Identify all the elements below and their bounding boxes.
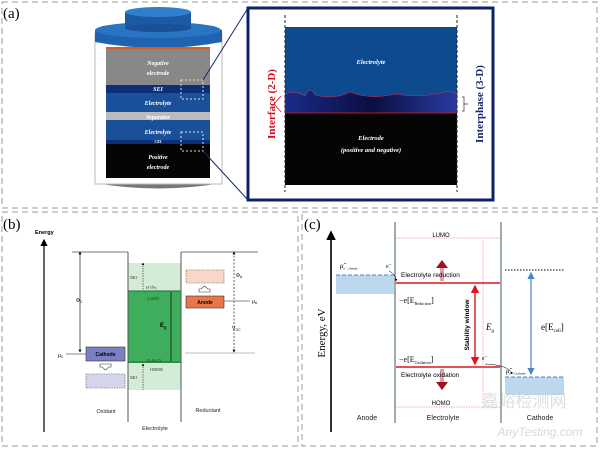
interface-arrows bbox=[273, 95, 282, 113]
zoom-label-electrode-note: (positive and negative) bbox=[341, 147, 401, 154]
phi-c-label: ΦC bbox=[76, 298, 83, 304]
anode-label: Anode bbox=[357, 415, 377, 422]
layer-negative-electrode bbox=[106, 49, 210, 85]
electrolyte-oxidation-label: Electrolyte oxidation bbox=[401, 372, 460, 379]
zoom-electrolyte bbox=[285, 27, 457, 97]
zoom-line bbox=[202, 7, 249, 81]
layer-cei bbox=[106, 140, 210, 144]
panel-b-border bbox=[1, 211, 299, 447]
voc-label: VOC bbox=[232, 326, 241, 332]
label-positive-electrode: electrode bbox=[147, 165, 170, 171]
label-cei: CEI bbox=[155, 139, 162, 144]
mu-c-label: μC bbox=[58, 353, 64, 359]
electron-label-cathode: e⁻ bbox=[482, 356, 488, 362]
watermark-cn: 嘉峪检测网 bbox=[482, 392, 567, 411]
panel-b-label: (b) bbox=[3, 217, 21, 233]
h-couple-label: H⁺/H₂ bbox=[146, 285, 157, 290]
zoom-label-electrolyte: Electrolyte bbox=[356, 59, 386, 66]
panel-a: (a) Negative electrode SEI Electrolyte bbox=[3, 6, 495, 202]
panel-a-label: (a) bbox=[3, 6, 20, 22]
layer-electrolyte-bottom bbox=[106, 120, 210, 140]
homo-label: HOMO bbox=[150, 367, 164, 372]
arrow-up-icon bbox=[198, 285, 211, 293]
e-oxidation-label: −e[EOxidation] bbox=[399, 355, 434, 365]
cathode-box bbox=[85, 346, 126, 362]
cathode-label: Cathode bbox=[527, 415, 554, 422]
layer-electrolyte-top bbox=[106, 93, 210, 112]
label-electrolyte-top: Electrolyte bbox=[144, 101, 172, 107]
anode-block bbox=[336, 275, 394, 294]
reductant-label: Reductant bbox=[195, 408, 221, 414]
layer-sei bbox=[106, 85, 210, 93]
eg-label: Eg bbox=[160, 323, 167, 330]
lumo-label: LUMO bbox=[432, 233, 450, 239]
energy-label: Energy bbox=[35, 230, 55, 236]
battery-illustration: Negative electrode SEI Electrolyte Separ… bbox=[94, 7, 223, 189]
band-gap-region bbox=[128, 291, 181, 363]
mu-cathode-label: μ̃e⁻,Cathode bbox=[506, 367, 526, 377]
mu-a-label: μA bbox=[252, 299, 258, 305]
zoom-electrode bbox=[285, 113, 457, 185]
homo-label: HOMO bbox=[432, 401, 451, 407]
anode-dashed-box bbox=[185, 269, 225, 284]
panel-c-label: (c) bbox=[304, 217, 321, 233]
e-reduction-label: −e[EReduction] bbox=[399, 296, 434, 306]
interface-label: Interface (2-D) bbox=[266, 69, 278, 139]
o-couple-label: O₂/H₂O bbox=[147, 358, 162, 363]
label-positive: Positive bbox=[148, 155, 168, 161]
electrolyte-reduction-label: Electrolyte reduction bbox=[401, 272, 460, 279]
sei-top-label: SEI bbox=[130, 275, 137, 280]
anode-label: Anode bbox=[197, 300, 213, 306]
eg-label: Eg bbox=[485, 322, 495, 334]
anode-box bbox=[185, 295, 225, 309]
cathode-label: Cathode bbox=[96, 352, 116, 358]
zoom-region-cei bbox=[180, 131, 204, 152]
phi-a-label: ΦA bbox=[236, 273, 243, 279]
electron-label-anode: e⁻ bbox=[386, 264, 392, 270]
watermark-en: AnyTesting.com bbox=[497, 425, 583, 439]
label-sei: SEI bbox=[153, 87, 163, 93]
zoom-region-sei bbox=[180, 79, 204, 100]
oxidant-label: Oxidant bbox=[97, 409, 116, 415]
zoom-label-electrode: Electrode bbox=[357, 135, 384, 142]
label-electrode: electrode bbox=[147, 71, 170, 77]
zoom-interphase bbox=[284, 89, 458, 114]
interphase-bracket bbox=[462, 96, 468, 112]
mu-anode-label: μ̃e⁻, Anode bbox=[340, 262, 358, 272]
interphase-label: Interphase (3-D) bbox=[474, 65, 486, 143]
panel-c: (c) Energy, eV LUMO HOMO e[Ecell] Stabil… bbox=[304, 217, 582, 439]
sei-bottom-label: SEI bbox=[130, 375, 137, 380]
arrow-down-icon bbox=[99, 363, 112, 371]
reduction-arrow-icon bbox=[436, 260, 448, 268]
stability-window-label: Stability window bbox=[464, 299, 471, 351]
electrolyte-label: Electrolyte bbox=[427, 415, 460, 422]
label-electrolyte-bottom: Electrolyte bbox=[144, 130, 172, 136]
layer-separator bbox=[106, 112, 210, 120]
cathode-block bbox=[505, 377, 564, 395]
panel-c-border bbox=[301, 211, 598, 447]
cathode-dashed-box bbox=[85, 373, 126, 389]
layer-positive-electrode bbox=[106, 144, 210, 178]
panel-b: (b) Energy ΦC μC Cathode Anode ΦA μA VOC… bbox=[3, 217, 258, 432]
oxidation-arrow-icon bbox=[436, 382, 448, 390]
lumo-label: LUMO bbox=[147, 296, 160, 301]
energy-label: Energy, eV bbox=[316, 308, 328, 357]
label-separator: Separator bbox=[146, 115, 171, 121]
zoom-line bbox=[202, 150, 249, 201]
electrolyte-label: Electrolyte bbox=[142, 426, 168, 432]
ecell-label: e[Ecell] bbox=[541, 322, 564, 334]
label-negative: Negative bbox=[146, 61, 169, 67]
